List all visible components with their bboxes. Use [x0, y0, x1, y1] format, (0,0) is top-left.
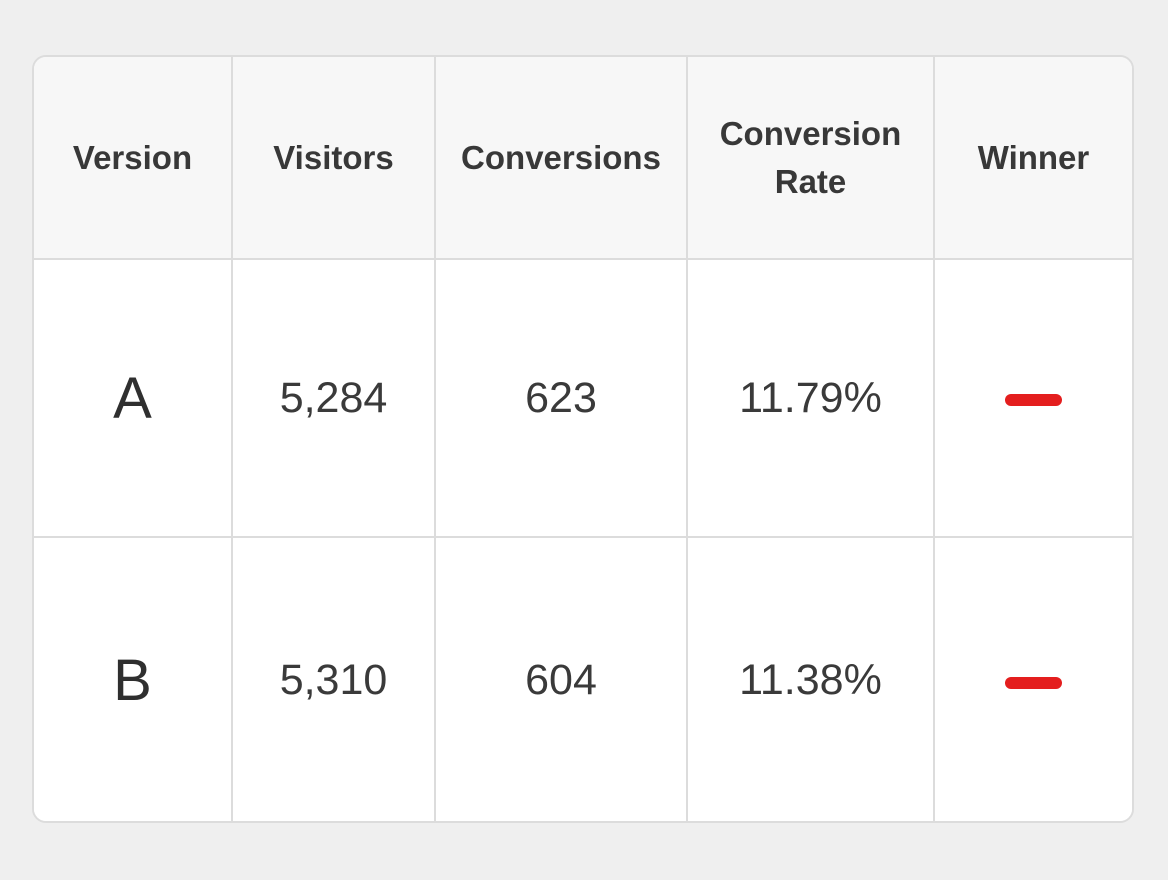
header-version: Version [34, 57, 233, 260]
winner-cell [933, 258, 1132, 538]
version-cell: B [34, 536, 233, 821]
minus-icon [1005, 676, 1062, 689]
minus-icon [1005, 394, 1062, 407]
header-visitors: Visitors [231, 57, 436, 260]
header-conversion-rate: Conversion Rate [686, 57, 935, 260]
visitors-cell: 5,284 [231, 258, 436, 538]
header-row: Version Visitors Conversions Conversion … [34, 57, 1132, 260]
conversion-rate-cell: 11.79% [686, 258, 935, 538]
ab-test-results-table: Version Visitors Conversions Conversion … [32, 55, 1134, 823]
table-row: A 5,284 623 11.79% [34, 258, 1132, 538]
header-conversions: Conversions [434, 57, 688, 260]
winner-cell [933, 536, 1132, 821]
conversion-rate-cell: 11.38% [686, 536, 935, 821]
header-winner: Winner [933, 57, 1132, 260]
visitors-cell: 5,310 [231, 536, 436, 821]
conversions-cell: 623 [434, 258, 688, 538]
table-row: B 5,310 604 11.38% [34, 536, 1132, 821]
results-table: Version Visitors Conversions Conversion … [34, 57, 1132, 821]
version-cell: A [34, 258, 233, 538]
conversions-cell: 604 [434, 536, 688, 821]
